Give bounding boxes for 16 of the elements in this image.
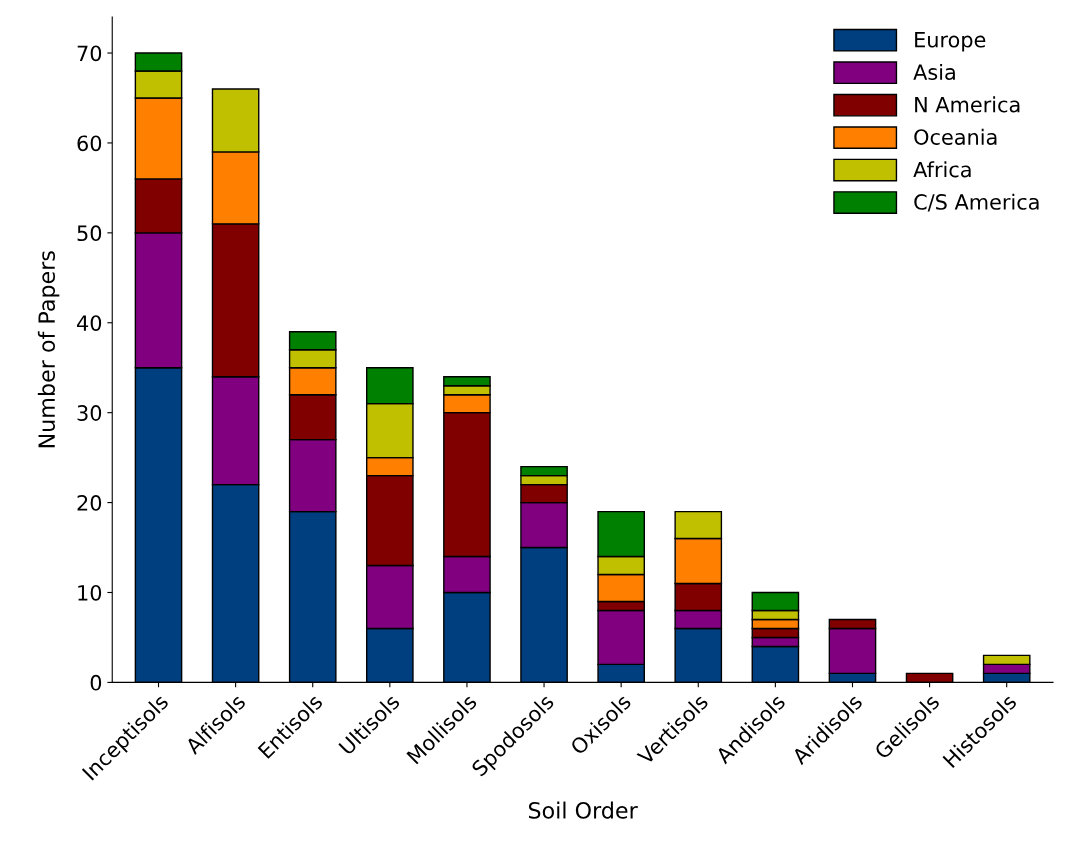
legend-label: N America — [915, 96, 1020, 113]
legend-label: Europe — [915, 32, 986, 52]
x-axis-title: Soil Order — [528, 801, 638, 819]
y-tick-label: 0 — [90, 674, 102, 691]
legend-label: Oceania — [914, 128, 997, 145]
legend-label: Asia — [913, 63, 955, 81]
y-tick-label: 20 — [77, 495, 102, 511]
y-tick-label: 60 — [77, 135, 102, 152]
legend-label: Africa — [913, 161, 971, 178]
legend-label: C/S America — [914, 193, 1039, 212]
y-axis-title: Number of Papers — [37, 251, 60, 448]
y-tick-label: 30 — [77, 405, 102, 421]
y-tick-label: 70 — [77, 45, 102, 62]
y-tick-label: 50 — [77, 225, 102, 242]
y-tick-label: 40 — [77, 315, 102, 331]
y-tick-label: 10 — [78, 584, 102, 601]
